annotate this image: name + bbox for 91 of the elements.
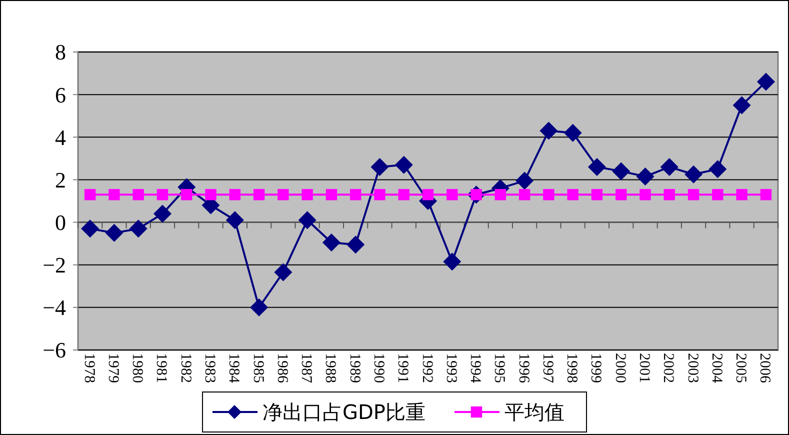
point (708, 160, 727, 178)
x-tick-label: 1991 (394, 353, 411, 383)
x-tick-label: 1988 (322, 353, 338, 383)
point (298, 211, 316, 230)
point (688, 189, 700, 200)
point (346, 236, 365, 254)
x-tick-label: 2000 (612, 353, 628, 383)
x-tick-label: 1995 (491, 353, 508, 383)
point (205, 189, 216, 200)
point (129, 220, 148, 238)
x-tick-label: 1992 (418, 353, 435, 383)
point (108, 189, 120, 200)
point (616, 189, 627, 200)
x-tick-label: 1982 (177, 353, 194, 383)
x-tick-label: 1978 (80, 353, 97, 383)
point (278, 189, 289, 200)
x-tick-label: 1998 (564, 353, 580, 383)
y-tick-label: 6 (55, 82, 66, 108)
point (394, 156, 413, 174)
point (443, 252, 462, 271)
point (664, 189, 675, 200)
y-tick-label: −4 (42, 295, 66, 320)
point (398, 189, 410, 200)
point (253, 189, 265, 200)
y-tick-label: −6 (42, 338, 66, 363)
point (518, 189, 530, 200)
x-tick-label: 2006 (756, 353, 773, 384)
x-tick-label: 1984 (226, 353, 242, 384)
point (636, 168, 654, 186)
point (684, 165, 703, 184)
x-tick-label: 1990 (370, 353, 386, 383)
x-tick-label: 1983 (202, 353, 218, 383)
point (274, 263, 292, 282)
x-tick-label: 2002 (660, 353, 676, 383)
point (756, 72, 775, 91)
point (153, 204, 172, 223)
point (494, 189, 506, 200)
x-tick-label: 1987 (298, 353, 314, 384)
point (226, 211, 244, 230)
point (84, 189, 96, 200)
x-tick-label: 2003 (684, 353, 700, 383)
point (712, 189, 724, 200)
point (422, 189, 434, 200)
point (302, 189, 313, 200)
point (760, 189, 772, 200)
point (229, 189, 240, 200)
point (370, 158, 389, 176)
point (591, 189, 603, 200)
point (446, 189, 458, 200)
point (250, 298, 268, 316)
x-tick-label: 1999 (588, 353, 604, 383)
point (132, 189, 144, 200)
y-tick-label: 4 (55, 124, 66, 150)
point (660, 158, 678, 176)
x-tick-label: 1989 (346, 353, 362, 383)
point (540, 122, 558, 140)
x-tick-label: 2001 (636, 353, 652, 383)
point (543, 189, 554, 200)
point (640, 189, 651, 200)
point (322, 234, 340, 252)
x-tick-label: 1985 (250, 353, 266, 383)
point (516, 172, 534, 190)
point (732, 96, 751, 114)
y-tick-label: 8 (55, 40, 66, 65)
point (181, 189, 192, 200)
x-tick-label: 1996 (515, 353, 532, 384)
x-tick-label: 1993 (442, 353, 459, 383)
x-tick-label: 1994 (467, 353, 484, 384)
point (156, 189, 168, 200)
y-tick-label: 0 (55, 210, 66, 235)
point (612, 162, 630, 180)
x-tick-label: 1986 (274, 353, 290, 384)
x-tick-label: 2004 (708, 353, 724, 384)
legend-label: 平均值 (504, 400, 564, 424)
x-tick-label: 2005 (732, 353, 749, 383)
x-tick-label: 1981 (153, 353, 170, 383)
point (326, 189, 338, 200)
x-tick-label: 1980 (129, 353, 146, 383)
point (567, 189, 578, 200)
y-tick-label: −2 (42, 252, 66, 278)
point (105, 224, 124, 242)
point (564, 124, 582, 142)
point (588, 158, 606, 176)
legend-label: 净出口占GDP比重 (262, 400, 426, 424)
point (374, 189, 386, 200)
x-tick-label: 1997 (539, 353, 556, 384)
y-tick-label: 2 (55, 167, 66, 192)
point (736, 189, 748, 200)
point (81, 220, 100, 238)
point (350, 189, 362, 200)
x-tick-label: 1979 (104, 353, 121, 383)
